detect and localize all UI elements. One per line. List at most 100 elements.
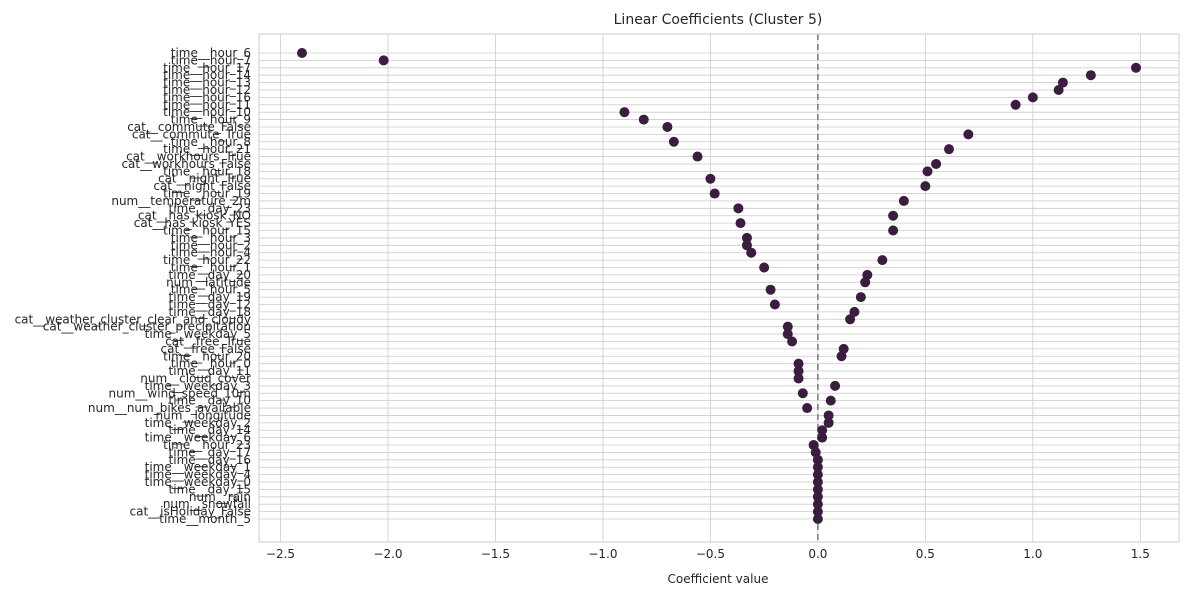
y-tick-label: cat__commute_False bbox=[127, 120, 251, 134]
y-tick-label: time__hour_15 bbox=[163, 224, 251, 238]
y-tick-label: time__day_19 bbox=[169, 290, 251, 304]
y-tick-label: cat__weather_cluster_clear_and_cloudy bbox=[15, 312, 251, 326]
data-point bbox=[765, 284, 776, 295]
data-point bbox=[817, 432, 828, 443]
y-tick-label: cat__isHoliday_False bbox=[130, 505, 251, 519]
data-point bbox=[692, 151, 703, 162]
data-point bbox=[849, 306, 860, 317]
data-point bbox=[797, 388, 808, 399]
data-point bbox=[1131, 62, 1142, 73]
data-point bbox=[888, 225, 899, 236]
data-point bbox=[845, 314, 856, 325]
plot-frame bbox=[258, 33, 1180, 543]
data-point bbox=[812, 462, 823, 473]
x-tick-label: 1.0 bbox=[1023, 547, 1042, 561]
data-point bbox=[733, 203, 744, 214]
data-point bbox=[836, 351, 847, 362]
y-tick-label: num__rain bbox=[189, 490, 251, 504]
y-tick-label: num__temperature_2m bbox=[111, 194, 251, 208]
y-tick-label: time__day_11 bbox=[169, 364, 251, 378]
y-tick-label: num__latitude bbox=[166, 275, 251, 289]
y-tick-label: time__hour_12 bbox=[163, 83, 251, 97]
x-tick-label: −2.0 bbox=[373, 547, 402, 561]
y-tick-label: time__weekday_2 bbox=[145, 416, 251, 430]
y-tick-label: time__day_14 bbox=[169, 423, 251, 437]
data-point bbox=[741, 240, 752, 251]
data-point bbox=[812, 484, 823, 495]
data-point bbox=[378, 55, 389, 66]
y-tick-label: cat__night_False bbox=[153, 179, 251, 193]
data-point bbox=[787, 336, 798, 347]
y-tick-label: time__hour_9 bbox=[171, 113, 251, 127]
y-tick-label: time__day_10 bbox=[169, 394, 251, 408]
data-point bbox=[662, 121, 673, 132]
data-point bbox=[812, 454, 823, 465]
y-tick-label: cat__commute_True bbox=[132, 127, 251, 141]
y-tick-label: cat__free_False bbox=[161, 342, 251, 356]
data-point bbox=[782, 321, 793, 332]
data-point bbox=[296, 48, 307, 58]
y-tick-label: num__num_bikes_available bbox=[88, 401, 251, 415]
data-point bbox=[782, 329, 793, 340]
data-point bbox=[793, 358, 804, 369]
data-point bbox=[741, 232, 752, 243]
y-tick-label: time__hour_23 bbox=[163, 438, 251, 452]
y-tick-label: time__month_5 bbox=[159, 512, 251, 526]
y-tick-label: time__hour_1 bbox=[171, 261, 251, 275]
data-point bbox=[812, 491, 823, 502]
data-point bbox=[823, 417, 834, 428]
x-tick-label: 0.0 bbox=[808, 547, 827, 561]
y-tick-label: time__hour_8 bbox=[171, 135, 251, 149]
y-tick-label: time__hour_11 bbox=[163, 98, 251, 112]
y-tick-label: cat__has_kiosk_NO bbox=[138, 209, 251, 223]
y-tick-label: time__hour_6 bbox=[171, 46, 251, 60]
data-point bbox=[802, 403, 813, 414]
data-point bbox=[619, 107, 630, 118]
y-tick-label: time__hour_13 bbox=[163, 76, 251, 90]
y-tick-label: time__weekday_5 bbox=[145, 327, 251, 341]
data-point bbox=[860, 277, 871, 288]
y-tick-label: cat__weather_cluster_precipitation bbox=[43, 320, 251, 334]
data-point bbox=[793, 373, 804, 384]
y-tick-label: time__day_23 bbox=[169, 201, 251, 215]
y-tick-label: time__hour_10 bbox=[163, 105, 251, 119]
y-tick-label: time__weekday_1 bbox=[145, 460, 251, 474]
y-tick-label: num__longitude bbox=[156, 408, 251, 422]
y-tick-label: time__hour_19 bbox=[163, 187, 251, 201]
data-point bbox=[735, 218, 746, 229]
y-tick-label: num__snowfall bbox=[163, 497, 251, 511]
data-point bbox=[812, 514, 823, 524]
x-tick-label: −1.0 bbox=[588, 547, 617, 561]
x-tick-label: −0.5 bbox=[696, 547, 725, 561]
y-tick-label: time__hour_17 bbox=[163, 61, 251, 75]
data-point bbox=[812, 477, 823, 488]
data-point bbox=[1057, 77, 1068, 88]
data-point bbox=[638, 114, 649, 125]
y-tick-label: time__hour_22 bbox=[163, 253, 251, 267]
data-point bbox=[1027, 92, 1038, 103]
data-point bbox=[898, 195, 909, 206]
y-tick-label: time__hour_4 bbox=[171, 246, 251, 260]
x-tick-label: 1.5 bbox=[1131, 547, 1150, 561]
y-tick-label: time__hour_2 bbox=[171, 238, 251, 252]
y-tick-label: time__day_20 bbox=[169, 268, 251, 282]
data-point bbox=[830, 380, 841, 391]
y-tick-label: time__day_18 bbox=[169, 305, 251, 319]
y-tick-label: time__hour_14 bbox=[163, 68, 251, 82]
data-point bbox=[944, 144, 954, 155]
data-point bbox=[817, 425, 828, 436]
y-tick-label: time__hour_5 bbox=[171, 283, 251, 297]
data-points bbox=[296, 48, 1142, 524]
y-tick-label: time__day_12 bbox=[169, 297, 251, 311]
y-tick-label: time__day_16 bbox=[169, 453, 251, 467]
y-tick-label: time__weekday_6 bbox=[145, 431, 251, 445]
x-tick-label: 0.5 bbox=[916, 547, 935, 561]
data-point bbox=[1053, 84, 1064, 95]
data-point bbox=[793, 366, 804, 377]
data-point bbox=[825, 395, 836, 406]
data-point bbox=[920, 181, 931, 192]
data-point bbox=[888, 210, 899, 221]
data-point bbox=[705, 173, 716, 184]
x-tick-label: −2.5 bbox=[266, 547, 295, 561]
